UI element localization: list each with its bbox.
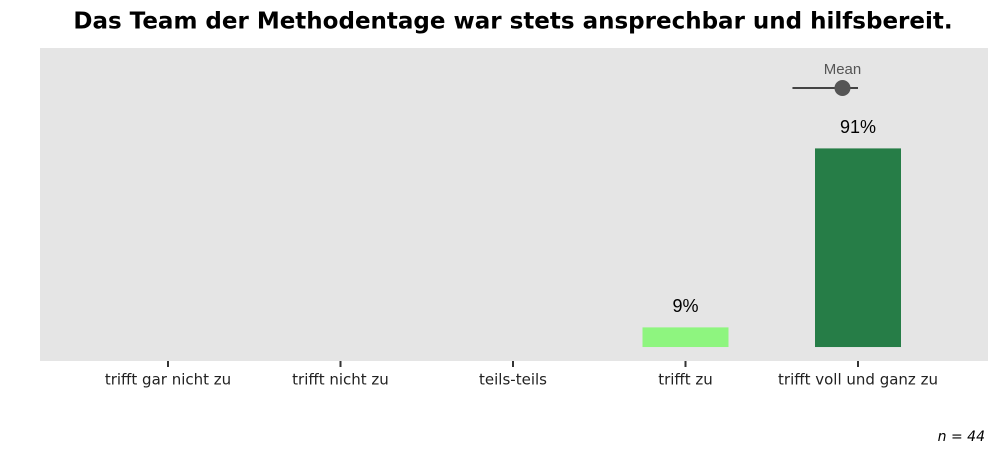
x-tick-label: trifft zu xyxy=(658,371,713,389)
x-tick-label: trifft voll und ganz zu xyxy=(778,371,938,389)
x-tick-label: trifft nicht zu xyxy=(292,371,389,389)
bar xyxy=(815,148,901,348)
x-tick-label: teils-teils xyxy=(479,371,547,389)
bar xyxy=(642,327,729,348)
caption: n = 44 xyxy=(938,429,985,445)
x-tick-label: trifft gar nicht zu xyxy=(105,371,231,389)
value-label: 91% xyxy=(840,117,876,137)
mean-label: Mean xyxy=(824,61,862,78)
chart-title: Das Team der Methodentage war stets ansp… xyxy=(73,9,952,35)
value-label: 9% xyxy=(672,296,698,316)
mean-point xyxy=(834,80,851,96)
